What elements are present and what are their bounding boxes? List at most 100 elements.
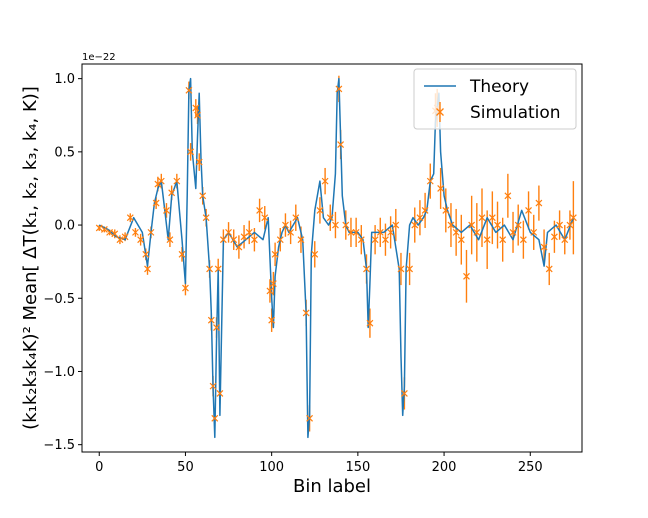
- x-tick-label: 100: [259, 460, 284, 475]
- simulation-point: [504, 192, 512, 200]
- simulation-point: [185, 86, 193, 94]
- simulation-point: [530, 228, 538, 236]
- simulation-point: [121, 233, 129, 241]
- simulation-point: [561, 236, 569, 244]
- simulation-point: [235, 243, 243, 251]
- simulation-point: [509, 228, 517, 236]
- simulation-point: [182, 284, 189, 292]
- simulation-point: [400, 390, 408, 397]
- simulation-point: [519, 236, 527, 244]
- simulation-point: [111, 230, 119, 238]
- simulation-point: [525, 206, 532, 214]
- simulation-point: [457, 236, 465, 244]
- simulation-point: [214, 265, 222, 273]
- simulation-point: [230, 236, 238, 244]
- simulation-point: [569, 214, 577, 222]
- simulation-point: [157, 177, 165, 185]
- simulation-point: [297, 236, 305, 244]
- plot-layer: [95, 75, 577, 439]
- simulation-point: [202, 214, 210, 222]
- legend-simulation-swatch: [436, 102, 444, 122]
- simulation-point: [287, 228, 295, 236]
- simulation-point: [363, 265, 370, 273]
- legend-simulation-label: Simulation: [470, 103, 561, 123]
- x-axis-label: Bin label: [293, 476, 371, 497]
- simulation-point: [397, 265, 405, 273]
- simulation-point: [195, 158, 203, 166]
- simulation-point: [292, 214, 300, 222]
- legend-simulation-marker: [436, 108, 444, 116]
- simulation-point: [268, 316, 276, 324]
- simulation-point: [187, 148, 195, 156]
- simulation-point: [306, 414, 314, 422]
- simulation-point: [337, 141, 345, 148]
- y-tick-label: −1.5: [43, 438, 75, 453]
- simulation-point: [488, 214, 496, 222]
- simulation-point: [442, 206, 450, 214]
- simulation-point: [213, 324, 220, 331]
- x-tick-label: 0: [95, 460, 103, 475]
- simulation-point: [316, 206, 324, 214]
- simulation-point: [326, 214, 334, 222]
- simulation-point: [411, 221, 419, 229]
- simulation-point: [178, 250, 186, 258]
- simulation-point: [342, 221, 350, 229]
- simulation-point: [245, 228, 253, 236]
- simulation-point: [142, 250, 150, 258]
- x-tick-label: 50: [177, 460, 194, 475]
- simulation-point: [556, 221, 564, 229]
- simulation-point: [302, 309, 310, 317]
- simulation-point: [540, 243, 548, 251]
- simulation-point: [382, 236, 389, 244]
- simulation-point: [266, 287, 274, 295]
- y-axis-ticks: −1.5 −1.0 −0.5 0.0 0.5 1.0: [43, 72, 82, 453]
- y-tick-label: −1.0: [43, 365, 75, 380]
- simulation-point: [366, 319, 374, 327]
- x-tick-label: 250: [518, 460, 543, 475]
- x-tick-label: 200: [432, 460, 457, 475]
- legend-box: [413, 68, 577, 130]
- simulation-point: [463, 272, 470, 280]
- simulation-point: [392, 221, 400, 229]
- simulation-point: [387, 228, 395, 236]
- simulation-point: [132, 228, 139, 236]
- simulation-point: [499, 236, 507, 244]
- simulation-point: [192, 104, 200, 112]
- simulation-point: [116, 236, 124, 244]
- simulation-point: [261, 214, 269, 222]
- simulation-point: [144, 265, 151, 273]
- simulation-point: [311, 250, 319, 258]
- simulation-point: [535, 199, 543, 207]
- simulation-point: [95, 224, 103, 232]
- simulation-point: [168, 189, 176, 197]
- legend-theory-label: Theory: [469, 77, 529, 97]
- y-tick-label: −0.5: [43, 292, 75, 307]
- simulation-point: [478, 214, 486, 222]
- simulation-point: [219, 236, 227, 244]
- simulation-point: [321, 177, 329, 185]
- simulation-point: [545, 265, 553, 273]
- simulation-point: [207, 316, 215, 324]
- simulation-point: [347, 228, 355, 236]
- simulation-point: [199, 192, 207, 200]
- simulation-point: [163, 206, 170, 214]
- simulation-point: [250, 236, 258, 244]
- simulation-point: [514, 221, 522, 229]
- simulation-point: [269, 280, 277, 288]
- simulation-point: [147, 228, 155, 236]
- simulation-point: [494, 221, 501, 229]
- simulation-point: [206, 265, 214, 273]
- simulation-point: [437, 185, 445, 192]
- simulation-point: [447, 221, 455, 229]
- simulation-point: [225, 228, 232, 236]
- simulation-point: [416, 214, 424, 222]
- axes-frame: [81, 63, 583, 453]
- simulation-point: [126, 214, 134, 222]
- simulation-point: [421, 206, 429, 214]
- simulation-point: [166, 236, 174, 244]
- simulation-point: [211, 414, 219, 422]
- simulation-point: [566, 221, 574, 229]
- simulation-point: [376, 228, 384, 236]
- simulation-point: [426, 177, 434, 185]
